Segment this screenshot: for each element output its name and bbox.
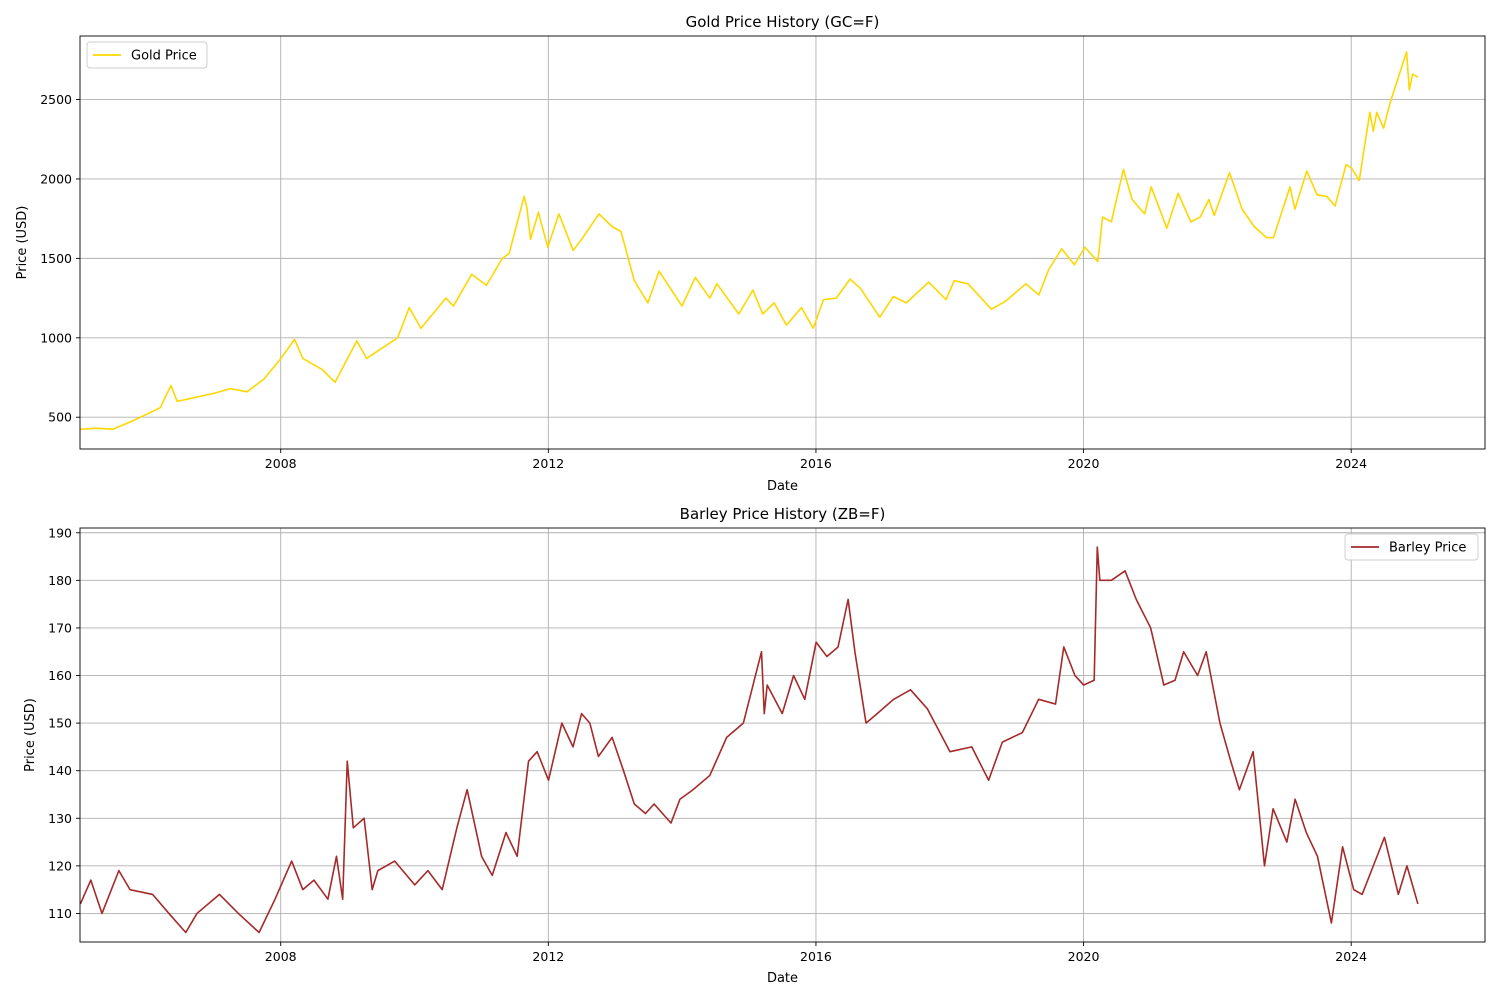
- barley-legend: Barley Price: [1344, 533, 1479, 561]
- gold-x-tick-label: 2024: [1335, 456, 1367, 471]
- barley-chart-title: Barley Price History (ZB=F): [680, 505, 886, 523]
- barley-y-tick-label: 130: [48, 811, 72, 826]
- barley-legend-label: Barley Price: [1389, 541, 1466, 556]
- barley-x-tick-label: 2016: [800, 949, 832, 964]
- barley-x-axis-label: Date: [767, 971, 798, 986]
- gold-x-tick-label: 2020: [1068, 456, 1100, 471]
- gold-series-line-group: [80, 51, 1419, 430]
- barley-y-tick-label: 170: [48, 620, 72, 635]
- barley-series-line-group: [79, 546, 1419, 934]
- gold-y-tick-label: 2500: [40, 92, 72, 107]
- barley-y-tick-label: 140: [48, 763, 72, 778]
- barley-chart-panel: 2008 2012 2016 2020 2024 110 120 130 140 150 160 17…: [23, 505, 1486, 986]
- gold-x-tick-label: 2008: [265, 456, 297, 471]
- gold-chart-panel: 2008 2012 2016 2020 20245001000150020002500 …: [15, 13, 1486, 494]
- barley-grid: [80, 528, 1485, 942]
- barley-x-tick-label: 2020: [1068, 949, 1100, 964]
- gold-x-tick-label: 2016: [800, 456, 832, 471]
- gold-x-axis-label: Date: [767, 479, 798, 494]
- gold-legend-box: [86, 41, 208, 69]
- gold-tick-labels: 2008 2012 2016 2020 2024 500 1000 1500 2000 2500: [40, 92, 1367, 471]
- gold-grid: [80, 36, 1485, 449]
- barley-y-tick-label: 180: [48, 573, 72, 588]
- gold-chart-title: Gold Price History (GC=F): [686, 13, 880, 31]
- gold-y-tick-label: 500: [48, 410, 72, 425]
- barley-x-tick-label: 2008: [265, 949, 297, 964]
- barley-y-tick-label: 150: [48, 716, 72, 731]
- barley-y-tick-label: 160: [48, 668, 72, 683]
- barley-y-tick-label: 110: [48, 906, 72, 921]
- gold-x-tick-label: 2012: [532, 456, 564, 471]
- gold-plot-frame: [79, 35, 1486, 450]
- gold-y-axis-label: Price (USD): [15, 206, 30, 280]
- gold-y-tick-label: 1500: [40, 251, 72, 266]
- barley-series-line: [79, 546, 1419, 934]
- barley-y-tick-label: 120: [48, 858, 72, 873]
- gold-legend: Gold Price: [86, 41, 208, 69]
- barley-plot-frame: [79, 527, 1486, 943]
- barley-tick-labels: 2008 2012 2016 2020 2024 110 120 130 140 150 160 17…: [48, 525, 1367, 964]
- barley-y-axis-label: Price (USD): [23, 698, 38, 772]
- gold-y-tick-label: 2000: [40, 171, 72, 186]
- barley-y-tick-label: 190: [48, 525, 72, 540]
- barley-x-tick-label: 2012: [532, 949, 564, 964]
- barley-legend-box: [1344, 533, 1479, 561]
- barley-x-tick-label: 2024: [1335, 949, 1367, 964]
- gold-legend-label: Gold Price: [131, 49, 197, 64]
- gold-y-tick-label: 1000: [40, 330, 72, 345]
- gold-series-line: [80, 51, 1419, 430]
